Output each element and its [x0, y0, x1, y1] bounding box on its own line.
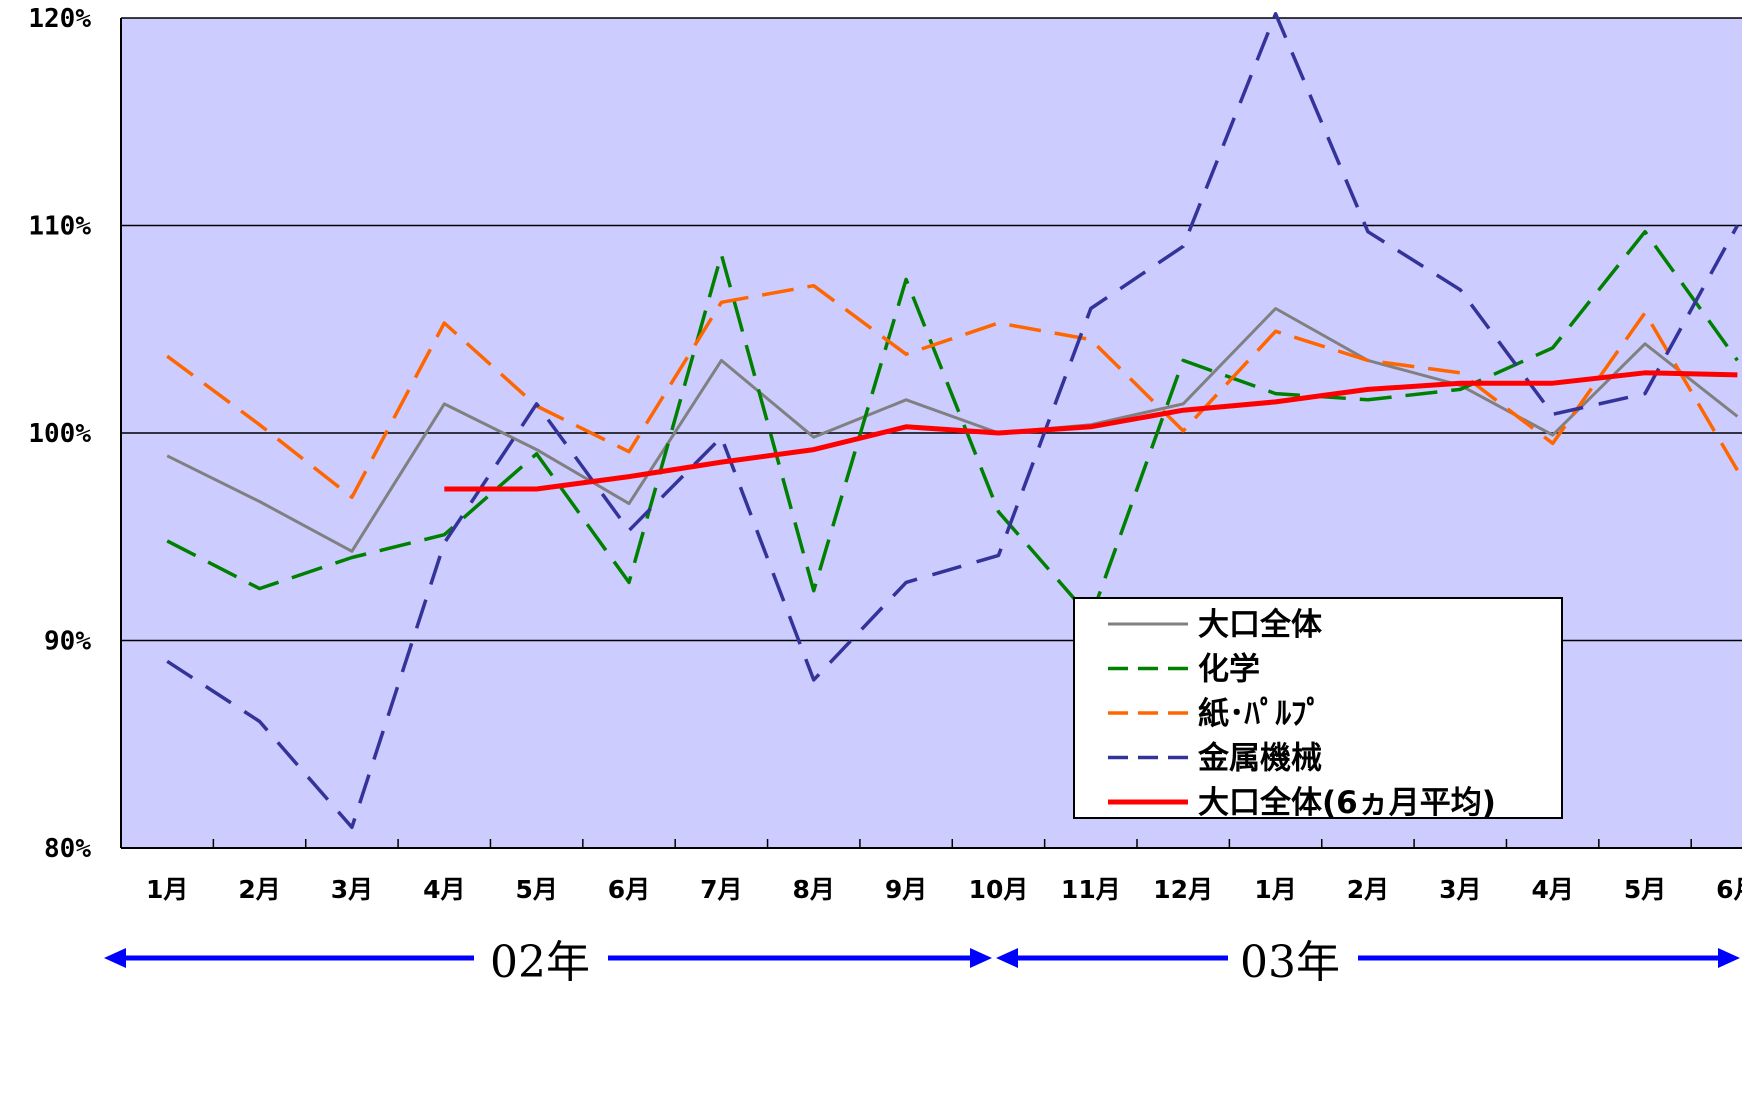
x-tick-label: 12月	[1153, 875, 1213, 904]
legend-label: 大口全体(6ヵ月平均)	[1198, 785, 1496, 821]
series-line	[166, 12, 1739, 830]
arrow-head	[970, 948, 992, 968]
x-tick-label: 4月	[1531, 875, 1573, 904]
x-tick-labels: 1月 2月 3月 4月 5月 6月 7月 8月 9月 10月 11月 12月 1月 2月 3月 4月 5月 6月	[146, 839, 1742, 904]
axes	[120, 18, 1742, 849]
x-tick-label: 1月	[1254, 875, 1296, 904]
x-tick-label: 11月	[1061, 875, 1121, 904]
series-lines	[166, 12, 1739, 830]
x-tick-label: 10月	[969, 875, 1029, 904]
legend-label: 化学	[1198, 652, 1260, 688]
x-tick-label: 4月	[423, 875, 465, 904]
year-label-03: 03年	[1240, 937, 1340, 988]
x-tick-label: 7月	[700, 875, 742, 904]
legend-label: 大口全体	[1198, 607, 1322, 643]
y-tick-label: 110%	[28, 212, 91, 242]
x-tick-label: 5月	[1624, 875, 1666, 904]
x-tick-label: 2月	[238, 875, 280, 904]
arrow-head	[996, 948, 1018, 968]
series-line	[166, 307, 1739, 553]
x-tick-label: 3月	[1439, 875, 1481, 904]
x-tick-label: 6月	[1716, 875, 1742, 904]
y-tick-labels: 80% 90% 100% 110% 120%	[28, 4, 91, 864]
x-tick-label: 3月	[331, 875, 373, 904]
y-tick-label: 120%	[28, 4, 91, 34]
y-tick-label: 100%	[28, 419, 91, 449]
year-label-02: 02年	[490, 937, 590, 988]
legend-label: 金属機械	[1197, 741, 1322, 777]
y-tick-label: 80%	[44, 834, 91, 864]
x-tick-label: 1月	[146, 875, 188, 904]
x-tick-label: 5月	[515, 875, 557, 904]
arrow-head	[1718, 948, 1740, 968]
arrow-head	[104, 948, 126, 968]
legend-box	[1073, 597, 1563, 819]
x-tick-label: 9月	[885, 875, 927, 904]
x-tick-label: 6月	[608, 875, 650, 904]
y-tick-label: 90%	[44, 627, 91, 657]
year-indicator: 02年 03年	[104, 937, 1740, 988]
legend-label: 紙･ﾊﾟﾙﾌﾟ	[1198, 696, 1322, 732]
x-tick-label: 8月	[793, 875, 835, 904]
series-line	[444, 370, 1738, 492]
x-tick-label: 2月	[1347, 875, 1389, 904]
